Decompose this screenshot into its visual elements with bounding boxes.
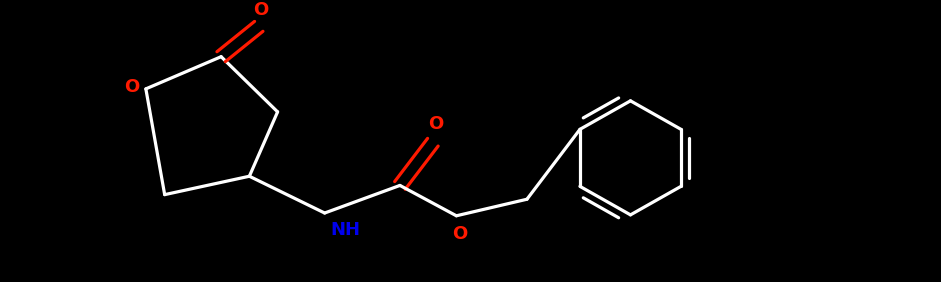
Text: NH: NH <box>330 221 360 239</box>
Text: O: O <box>253 1 268 19</box>
Text: O: O <box>124 78 139 96</box>
Text: O: O <box>453 225 468 243</box>
Text: O: O <box>428 115 443 133</box>
